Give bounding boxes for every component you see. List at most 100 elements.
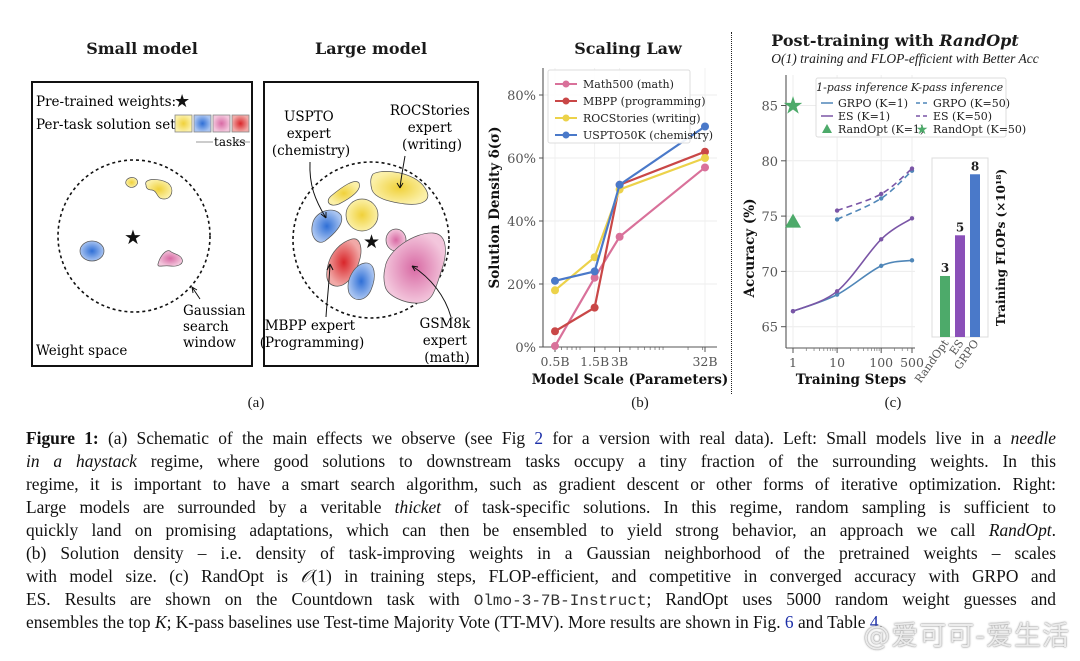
x-axis-label: Model Scale (Parameters) — [532, 372, 729, 388]
y-tick-label: 85 — [761, 100, 778, 115]
legend-header: 1-pass inference — [816, 81, 908, 94]
solution-blob-yellow — [345, 198, 379, 232]
caption-text: RandOpt — [988, 520, 1052, 540]
caption-text: ensembles the top — [26, 612, 155, 632]
series-line — [836, 170, 913, 221]
randopt-k1-marker — [785, 213, 801, 228]
panel-a-label: (a) — [247, 395, 265, 411]
y-tick-label: 60% — [507, 152, 536, 167]
randopt-chart-subtitle: O(1) training and FLOP-efficient with Be… — [771, 51, 1039, 66]
gsm8k-arrow — [411, 265, 452, 318]
legend-frame — [815, 77, 1007, 138]
data-point — [590, 253, 599, 262]
solution-blob-yellow — [327, 181, 360, 206]
randopt-k50-marker: ★ — [782, 92, 804, 120]
caption-text: with model size. (c) RandOpt is — [26, 566, 301, 586]
y-tick-label: 80 — [761, 155, 778, 170]
legend-label: ES (K=1) — [838, 110, 890, 123]
legend-label: RandOpt (K=50) — [933, 123, 1026, 136]
y-axis-label: Accuracy (%) — [742, 199, 758, 299]
small-model-schematic: Pre-trained weights: ★ Per-task solution… — [31, 81, 253, 367]
data-point — [551, 327, 559, 336]
data-point — [909, 258, 915, 263]
task-swatch — [231, 114, 250, 133]
cross-reference-link[interactable]: 2 — [534, 428, 544, 448]
caption-text: thicket — [394, 497, 442, 517]
caption-text: quickly land on promising adaptations, w… — [26, 520, 989, 540]
task-swatch — [212, 114, 231, 133]
solution-blob-yellow — [370, 171, 429, 205]
data-point — [878, 191, 884, 197]
caption-text: 𝒪 — [300, 566, 312, 586]
caption-text: ES. Results are shown on the Countdown t… — [26, 589, 474, 609]
mbpp-annotation: MBPP expert (Programming) — [260, 318, 365, 351]
data-point — [878, 263, 884, 269]
cross-reference-link[interactable]: 6 — [784, 612, 794, 632]
caption-text: K — [154, 612, 167, 632]
legend-label: USPTO50K (chemistry) — [583, 129, 713, 142]
data-point — [590, 303, 599, 312]
data-point — [615, 180, 624, 189]
pretrained-star-icon: ★ — [124, 225, 142, 249]
y-tick-label: 65 — [761, 321, 778, 336]
legend: Math500 (math) MBPP (programming) ROCStori… — [547, 69, 713, 144]
caption-text: Figure 1: — [26, 428, 99, 448]
uspto-annotation: USPTO expert (chemistry) — [272, 109, 350, 159]
caption-text: (b) Solution density – i.e. density of t… — [26, 543, 1056, 563]
solution-blob-blue — [311, 209, 343, 243]
bar-data-label: 5 — [956, 220, 964, 234]
randopt-title-italic: RandOpt — [939, 31, 1019, 50]
scaling-chart-title: Scaling Law — [574, 39, 682, 58]
y-axis-label: Solution Density δ(σ) — [487, 127, 503, 289]
data-point — [790, 309, 796, 314]
legend-label: MBPP (programming) — [583, 95, 706, 108]
series-line — [554, 125, 706, 282]
caption-text: ; RandOpt uses 5000 random weight guesse… — [646, 589, 1056, 609]
caption-text: Large models are surrounded by a veritab… — [26, 497, 395, 517]
bar-y-axis-label: Training FLOPs (×10¹⁸) — [994, 169, 1008, 326]
legend-frame — [547, 69, 691, 144]
legend-label: Math500 (math) — [583, 78, 674, 91]
series-line — [792, 217, 913, 312]
y-tick-label: 20% — [507, 278, 536, 293]
caption-line: ensembles the top K; K-pass baselines us… — [26, 611, 1056, 634]
weight-space-label: Weight space — [36, 343, 127, 359]
data-point — [551, 276, 559, 285]
bar-data-label: 3 — [941, 261, 949, 275]
legend-label: GRPO (K=50) — [933, 97, 1010, 110]
y-tick-label: 75 — [761, 210, 778, 225]
randopt-chart-title: Post-training with RandOpt — [740, 31, 1050, 50]
cross-reference-link[interactable]: 4 — [869, 612, 879, 632]
x-tick-label: 100 — [869, 355, 893, 370]
x-axis-label: Training Steps — [796, 372, 907, 388]
series-line — [792, 259, 913, 312]
legend-marker — [562, 97, 570, 105]
data-point — [878, 237, 884, 242]
data-point — [834, 289, 840, 294]
caption-text: in a haystack — [26, 451, 137, 471]
data-point — [909, 216, 915, 221]
legend-solution-label: Per-task solution set: — [36, 117, 180, 133]
caption-text: regime, it is important to have a smart … — [26, 474, 1056, 494]
data-point — [590, 267, 599, 276]
x-tick-label: 10 — [829, 355, 845, 370]
caption-text: for a version with real data). Left: Sma… — [543, 428, 1011, 448]
caption-text: (1) in training steps, FLOP-efficient, a… — [311, 566, 1056, 586]
gaussian-search-window — [57, 159, 211, 313]
solution-blob-blue — [79, 240, 105, 262]
legend-label: GRPO (K=1) — [838, 97, 908, 110]
task-swatch — [174, 114, 193, 133]
y-tick-label: 0% — [515, 341, 536, 356]
legend-swatch: ★ — [916, 122, 929, 138]
x-tick-label: 1 — [789, 355, 797, 370]
data-point — [701, 163, 709, 172]
caption-text: of task-specific solutions. In this regi… — [441, 497, 1056, 517]
window-label: Gaussian search window — [183, 303, 250, 351]
caption-line: in a haystack regime, where good solutio… — [26, 450, 1056, 473]
legend-marker — [562, 131, 570, 139]
y-tick-label: 40% — [507, 215, 536, 230]
x-tick-label: 500 — [900, 355, 924, 370]
